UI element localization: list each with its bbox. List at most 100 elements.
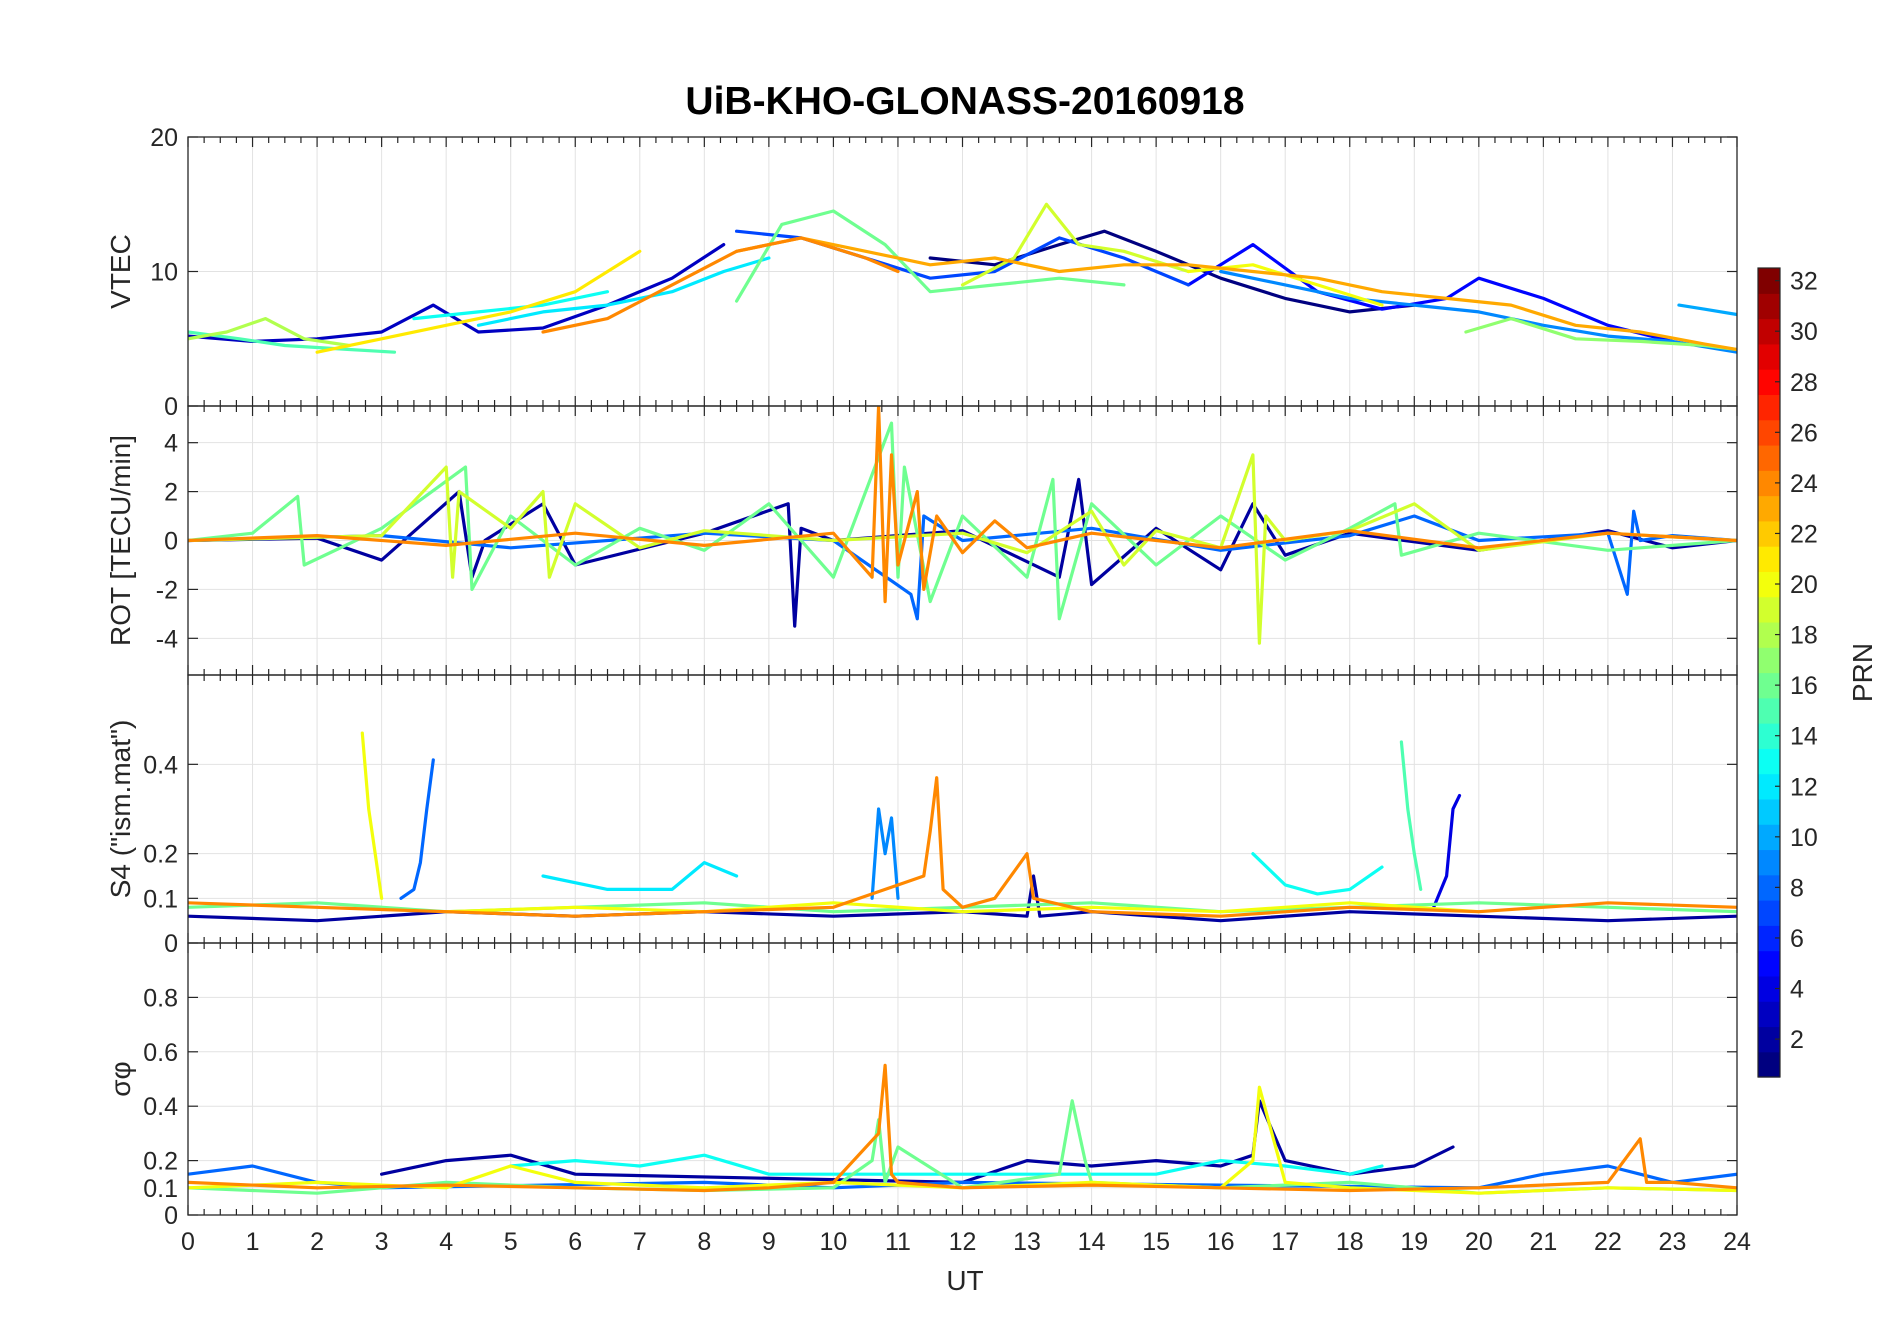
colorbar-tick-label: 22 (1790, 520, 1818, 548)
series-prn-16 (734, 209, 1126, 303)
x-tick-label: 10 (820, 1228, 848, 1256)
x-tick-label: 7 (633, 1228, 647, 1256)
colorbar-segment (1758, 268, 1780, 294)
x-axis-label: UT (946, 1265, 983, 1296)
y-tick-label: 0 (164, 930, 178, 958)
colorbar-segment (1758, 470, 1780, 497)
colorbar-segment (1758, 1001, 1780, 1028)
x-tick-label: 19 (1400, 1228, 1428, 1256)
x-axis: 0 1 2 3 4 5 6 7 8 9 10 11 12 13 14 15 16 17 18 19 20 21 22 23 24 (181, 1228, 1751, 1256)
series-prn-23 (734, 236, 1737, 352)
colorbar-segment (1758, 621, 1780, 648)
series-prn-19 (960, 202, 1191, 287)
x-tick-label: 11 (885, 1228, 911, 1256)
x-tick-label: 1 (246, 1228, 260, 1256)
colorbar-segment (1758, 546, 1780, 572)
series-prn-3 (188, 243, 726, 343)
colorbar-tick-label: 16 (1790, 672, 1818, 700)
x-tick-label: 15 (1142, 1228, 1170, 1256)
colorbar-label: PRN (1847, 643, 1878, 702)
x-tick-label: 23 (1659, 1228, 1687, 1256)
x-tick-label: 13 (1013, 1228, 1041, 1256)
colorbar-tick-label: 6 (1790, 925, 1804, 953)
colorbar-segment (1758, 647, 1780, 674)
x-tick-label: 6 (568, 1228, 582, 1256)
x-tick-label: 0 (181, 1228, 195, 1256)
series-prn-9 (870, 807, 900, 900)
colorbar-segment (1758, 343, 1780, 370)
series-group (188, 731, 1737, 923)
y-tick-label: 2 (164, 479, 178, 507)
y-tick-label: 0.2 (143, 841, 178, 869)
y-tick-label: 0 (164, 1202, 178, 1230)
colorbar-tick-label: 4 (1790, 976, 1804, 1004)
colorbar-segment (1758, 419, 1780, 446)
colorbar-tick-label: 32 (1790, 268, 1818, 296)
panel-rot: -4 -2 0 2 4 ROT [TECU/min] (105, 405, 1738, 676)
series-prn-13 (412, 290, 610, 321)
colorbar-segment (1758, 723, 1780, 749)
series-prn-15 (1399, 740, 1423, 892)
colorbar-segment (1758, 900, 1780, 926)
y-tick-label: 10 (150, 259, 178, 287)
x-tick-label: 12 (949, 1228, 977, 1256)
series-prn-12 (476, 256, 771, 327)
y-tick-label: 0.4 (143, 751, 178, 779)
colorbar-segment (1758, 1051, 1780, 1078)
series-prn-12 (541, 860, 739, 892)
y-tick-label: 4 (164, 430, 178, 458)
series-prn-24 (188, 1063, 1737, 1193)
series-prn-9 (1219, 269, 1737, 354)
series-prn-10 (1677, 303, 1737, 317)
colorbar-segment (1758, 672, 1780, 699)
colorbar-segment (1758, 369, 1780, 396)
colorbar-segment (1758, 773, 1780, 800)
colorbar-segment (1758, 697, 1780, 724)
x-tick-label: 20 (1465, 1228, 1493, 1256)
y-tick-label: -2 (156, 576, 178, 604)
colorbar-frame (1757, 267, 1781, 1078)
series-prn-2 (380, 1099, 1455, 1185)
y-tick-label: 0.2 (143, 1148, 178, 1176)
colorbar-tick-label: 28 (1790, 369, 1818, 397)
colorbar-segment (1758, 950, 1780, 977)
series-group (188, 1063, 1737, 1195)
x-tick-label: 17 (1271, 1228, 1299, 1256)
colorbar-tick-label: 24 (1790, 470, 1818, 498)
series-prn-24 (188, 406, 1737, 604)
series-group (188, 406, 1737, 645)
y-axis-label: VTEC (105, 234, 136, 309)
x-tick-label: 21 (1529, 1228, 1557, 1256)
x-tick-label: 16 (1207, 1228, 1235, 1256)
series-prn-24 (541, 236, 900, 334)
colorbar-segment (1758, 394, 1780, 421)
colorbar-tick-label: 8 (1790, 874, 1804, 902)
series-prn-8 (399, 758, 435, 900)
y-tick-label: 0 (164, 528, 178, 556)
x-tick-label: 5 (504, 1228, 518, 1256)
series-prn-18 (188, 317, 351, 348)
series-prn-21 (315, 249, 642, 354)
colorbar-segment (1758, 596, 1780, 623)
x-tick-label: 22 (1594, 1228, 1622, 1256)
x-tick-label: 24 (1723, 1228, 1751, 1256)
colorbar-tick-label: 18 (1790, 622, 1818, 650)
colorbar-tick-label: 2 (1790, 1026, 1804, 1054)
panel-s4: 0 0.1 0.2 0.4S4 ("ism.mat") (105, 674, 1738, 958)
y-tick-label: 20 (150, 124, 178, 152)
colorbar-tick-label: 14 (1790, 723, 1818, 751)
series-prn-15 (188, 330, 397, 354)
colorbar-segment (1758, 748, 1780, 775)
panel-vtec: 0 10 20 VTEC (105, 124, 1738, 421)
panel-sigphi: 00.10.2 0.4 0.6 0.8 σφ (105, 942, 1738, 1230)
x-tick-label: 9 (762, 1228, 776, 1256)
x-tick-label: 4 (439, 1228, 453, 1256)
colorbar-segment (1758, 293, 1780, 320)
series-prn-13 (509, 1153, 1384, 1176)
x-tick-label: 2 (310, 1228, 324, 1256)
colorbar-tick-label: 20 (1790, 571, 1818, 599)
colorbar-segment (1758, 849, 1780, 876)
